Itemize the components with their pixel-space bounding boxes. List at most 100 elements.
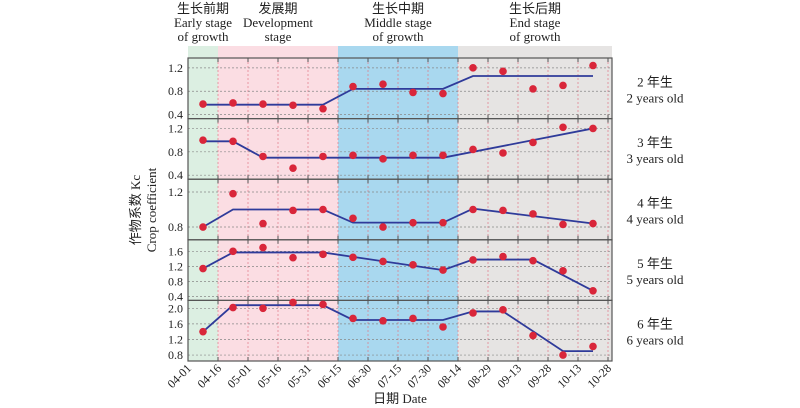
data-point [409, 261, 417, 269]
y-tick-label: 2.0 [168, 301, 183, 315]
stage-label-en: of growth [373, 29, 424, 44]
y-tick-label: 1.2 [168, 332, 183, 346]
y-axis-label-en: Crop coefficient [144, 167, 159, 252]
stage-label-cn: 生长后期 [509, 1, 561, 16]
data-point [199, 223, 207, 231]
data-point [529, 256, 537, 265]
data-point [439, 266, 447, 274]
data-point [439, 151, 447, 160]
data-point [199, 264, 207, 273]
series-label-en: 4 years old [626, 212, 684, 227]
data-point [229, 303, 237, 312]
series-label-en: 6 years old [626, 333, 684, 348]
stage-label-cn: 生长前期 [177, 1, 229, 16]
data-point [379, 80, 387, 89]
fit-line [203, 75, 593, 106]
series-label-cn: 6 年生 [637, 317, 673, 332]
stage-label-en: Middle stage [364, 15, 432, 30]
data-point [319, 250, 327, 259]
data-point [319, 205, 327, 214]
x-tick-label: 05-16 [254, 361, 284, 391]
data-point [379, 257, 387, 266]
y-tick-label: 0.8 [168, 145, 183, 159]
series-label-cn: 3 年生 [637, 135, 673, 150]
y-tick-label: 0.4 [168, 289, 183, 303]
data-point [559, 81, 567, 90]
data-point [469, 309, 477, 317]
stage-label-cn: 发展期 [258, 1, 297, 16]
data-point [349, 253, 357, 262]
stage-label-en: of growth [178, 29, 229, 44]
x-tick-label: 06-15 [314, 361, 344, 391]
data-point [559, 123, 567, 132]
data-point [589, 286, 597, 295]
data-point [229, 137, 237, 146]
data-point [499, 67, 507, 76]
data-point [439, 323, 447, 331]
data-point [259, 152, 267, 161]
data-point [259, 219, 267, 228]
data-point [499, 149, 507, 157]
data-point [409, 88, 417, 97]
y-tick-label: 0.4 [168, 108, 183, 122]
stage-band [458, 46, 612, 361]
data-point [229, 247, 237, 256]
data-point [559, 351, 567, 359]
x-tick-label: 08-29 [464, 361, 494, 391]
data-point [379, 155, 387, 163]
data-point [289, 164, 297, 172]
stage-label-en: Early stage [174, 15, 232, 30]
data-point [559, 220, 567, 229]
data-point [499, 306, 507, 314]
data-point [409, 314, 417, 323]
x-tick-label: 10-13 [554, 361, 584, 391]
data-point [349, 82, 357, 91]
series-label-en: 5 years old [626, 272, 684, 287]
data-point [319, 104, 327, 113]
data-point [319, 300, 327, 309]
series-label-cn: 2 年生 [637, 74, 673, 89]
stage-label-cn: 生长中期 [372, 1, 424, 16]
data-point [379, 223, 387, 231]
data-point [199, 327, 207, 336]
y-tick-label: 0.8 [168, 84, 183, 98]
data-point [529, 210, 537, 218]
data-point [289, 101, 297, 110]
data-point [469, 256, 477, 264]
y-tick-label: 0.8 [168, 274, 183, 288]
panel-frame [187, 299, 613, 362]
data-point [259, 100, 267, 108]
x-tick-label: 04-01 [164, 361, 194, 391]
stage-label-en: Development [243, 15, 313, 30]
x-tick-label: 09-13 [494, 361, 524, 391]
data-point [409, 151, 417, 160]
data-point [589, 342, 597, 351]
data-point [529, 331, 537, 340]
data-point [289, 253, 297, 262]
y-tick-label: 1.2 [168, 259, 183, 273]
data-point [349, 151, 357, 160]
data-point [199, 136, 207, 144]
data-point [499, 252, 507, 261]
y-tick-label: 1.2 [168, 185, 183, 199]
stage-label-en: stage [265, 29, 292, 44]
x-tick-label: 05-31 [284, 361, 314, 391]
data-point [199, 100, 207, 108]
data-point [259, 243, 267, 252]
x-tick-label: 08-14 [434, 361, 464, 391]
series-label-en: 3 years old [626, 151, 684, 166]
y-tick-label: 0.4 [168, 168, 183, 182]
y-tick-label: 0.8 [168, 348, 183, 362]
data-point [229, 99, 237, 107]
x-tick-label: 10-28 [584, 361, 614, 391]
x-tick-label: 09-28 [524, 361, 554, 391]
data-point [469, 145, 477, 154]
data-point [229, 189, 237, 198]
data-point [289, 298, 297, 307]
x-tick-label: 06-30 [344, 361, 374, 391]
data-point [439, 89, 447, 98]
stage-band [188, 46, 218, 361]
data-point [319, 152, 327, 161]
x-tick-label: 07-30 [404, 361, 434, 391]
x-axis-label: 日期 Date [373, 391, 427, 406]
